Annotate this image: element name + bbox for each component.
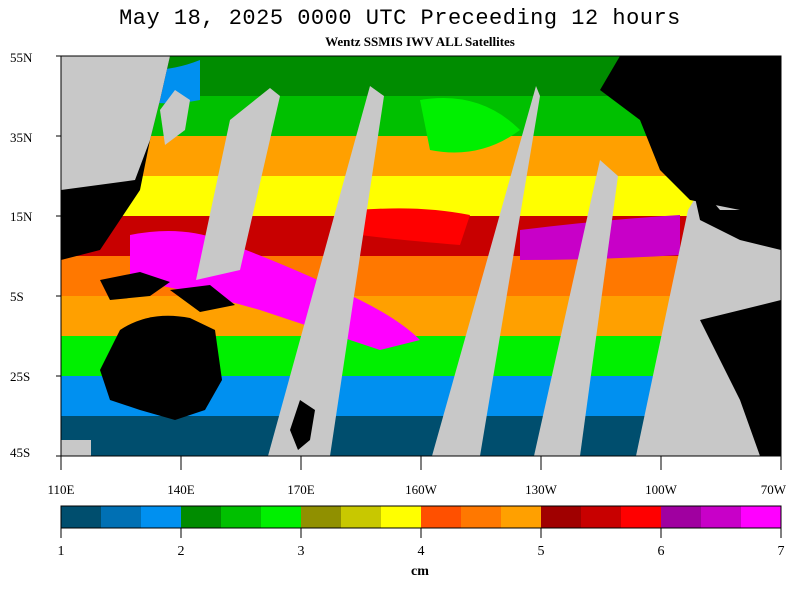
land-central-america — [690, 175, 781, 250]
colorbar-swatch — [341, 506, 382, 528]
colorbar-label-4: 4 — [417, 544, 425, 559]
colorbar-swatch — [541, 506, 582, 528]
colorbar-swatch — [621, 506, 662, 528]
map-subtitle: Wentz SSMIS IWV ALL Satellites — [325, 34, 515, 49]
lat-label-5s: 5S — [10, 289, 24, 304]
lon-label-170e: 170E — [287, 482, 315, 497]
swath-gap-4 — [534, 160, 618, 456]
colorbar-label-1: 1 — [57, 544, 65, 559]
lat-label-25s: 25S — [10, 369, 31, 384]
colorbar-label-6: 6 — [657, 544, 665, 559]
land-new-guinea — [170, 285, 235, 312]
axis-ticks — [56, 55, 782, 470]
land-south-america — [700, 300, 781, 456]
lon-label-140e: 140E — [167, 482, 195, 497]
lon-label-130w: 130W — [525, 482, 557, 497]
lon-label-100w: 100W — [645, 482, 677, 497]
colorbar-swatch — [141, 506, 182, 528]
colorbar-swatch — [501, 506, 542, 528]
colorbar-swatch — [221, 506, 262, 528]
land-north-america — [600, 56, 781, 230]
swath-gap-2 — [268, 86, 384, 456]
nodata-south-west — [61, 440, 91, 456]
colorbar-swatch — [661, 506, 702, 528]
colorbar-swatch — [581, 506, 622, 528]
colorbar-swatch — [61, 506, 102, 528]
lon-label-70w: 70W — [760, 482, 787, 497]
colorbar-swatch — [741, 506, 782, 528]
colorbar-label-7: 7 — [777, 544, 785, 559]
lon-label-160w: 160W — [405, 482, 437, 497]
colorbar-swatch — [381, 506, 422, 528]
land-borneo — [100, 272, 170, 300]
land-new-zealand — [290, 400, 315, 450]
swath-gap-1 — [196, 88, 280, 280]
colorbar-label-5: 5 — [537, 544, 545, 559]
lon-label-110e: 110E — [47, 482, 75, 497]
lat-label-15n: 15N — [10, 209, 33, 224]
lat-label-55n: 55N — [10, 50, 33, 65]
colorbar-unit: cm — [411, 564, 429, 579]
colorbar-swatch — [421, 506, 462, 528]
lat-label-35n: 35N — [10, 130, 33, 145]
colorbar-swatch — [301, 506, 342, 528]
colorbar-label-2: 2 — [177, 544, 185, 559]
moisture-central — [360, 208, 470, 245]
swath-gap-3 — [432, 86, 540, 456]
colorbar-swatch — [181, 506, 222, 528]
colorbar-swatch — [261, 506, 302, 528]
colorbar-swatch — [701, 506, 742, 528]
colorbar-swatch — [461, 506, 502, 528]
land-asia-nodata — [61, 56, 170, 190]
land-australia — [100, 315, 222, 420]
colorbar-frame — [60, 505, 782, 529]
colorbar-swatch — [101, 506, 142, 528]
lat-label-45s: 45S — [10, 445, 31, 460]
storm-north — [420, 98, 520, 153]
land-japan — [160, 90, 190, 145]
map-title: May 18, 2025 0000 UTC Preceeding 12 hour… — [119, 6, 681, 31]
colorbar-label-3: 3 — [297, 544, 305, 559]
